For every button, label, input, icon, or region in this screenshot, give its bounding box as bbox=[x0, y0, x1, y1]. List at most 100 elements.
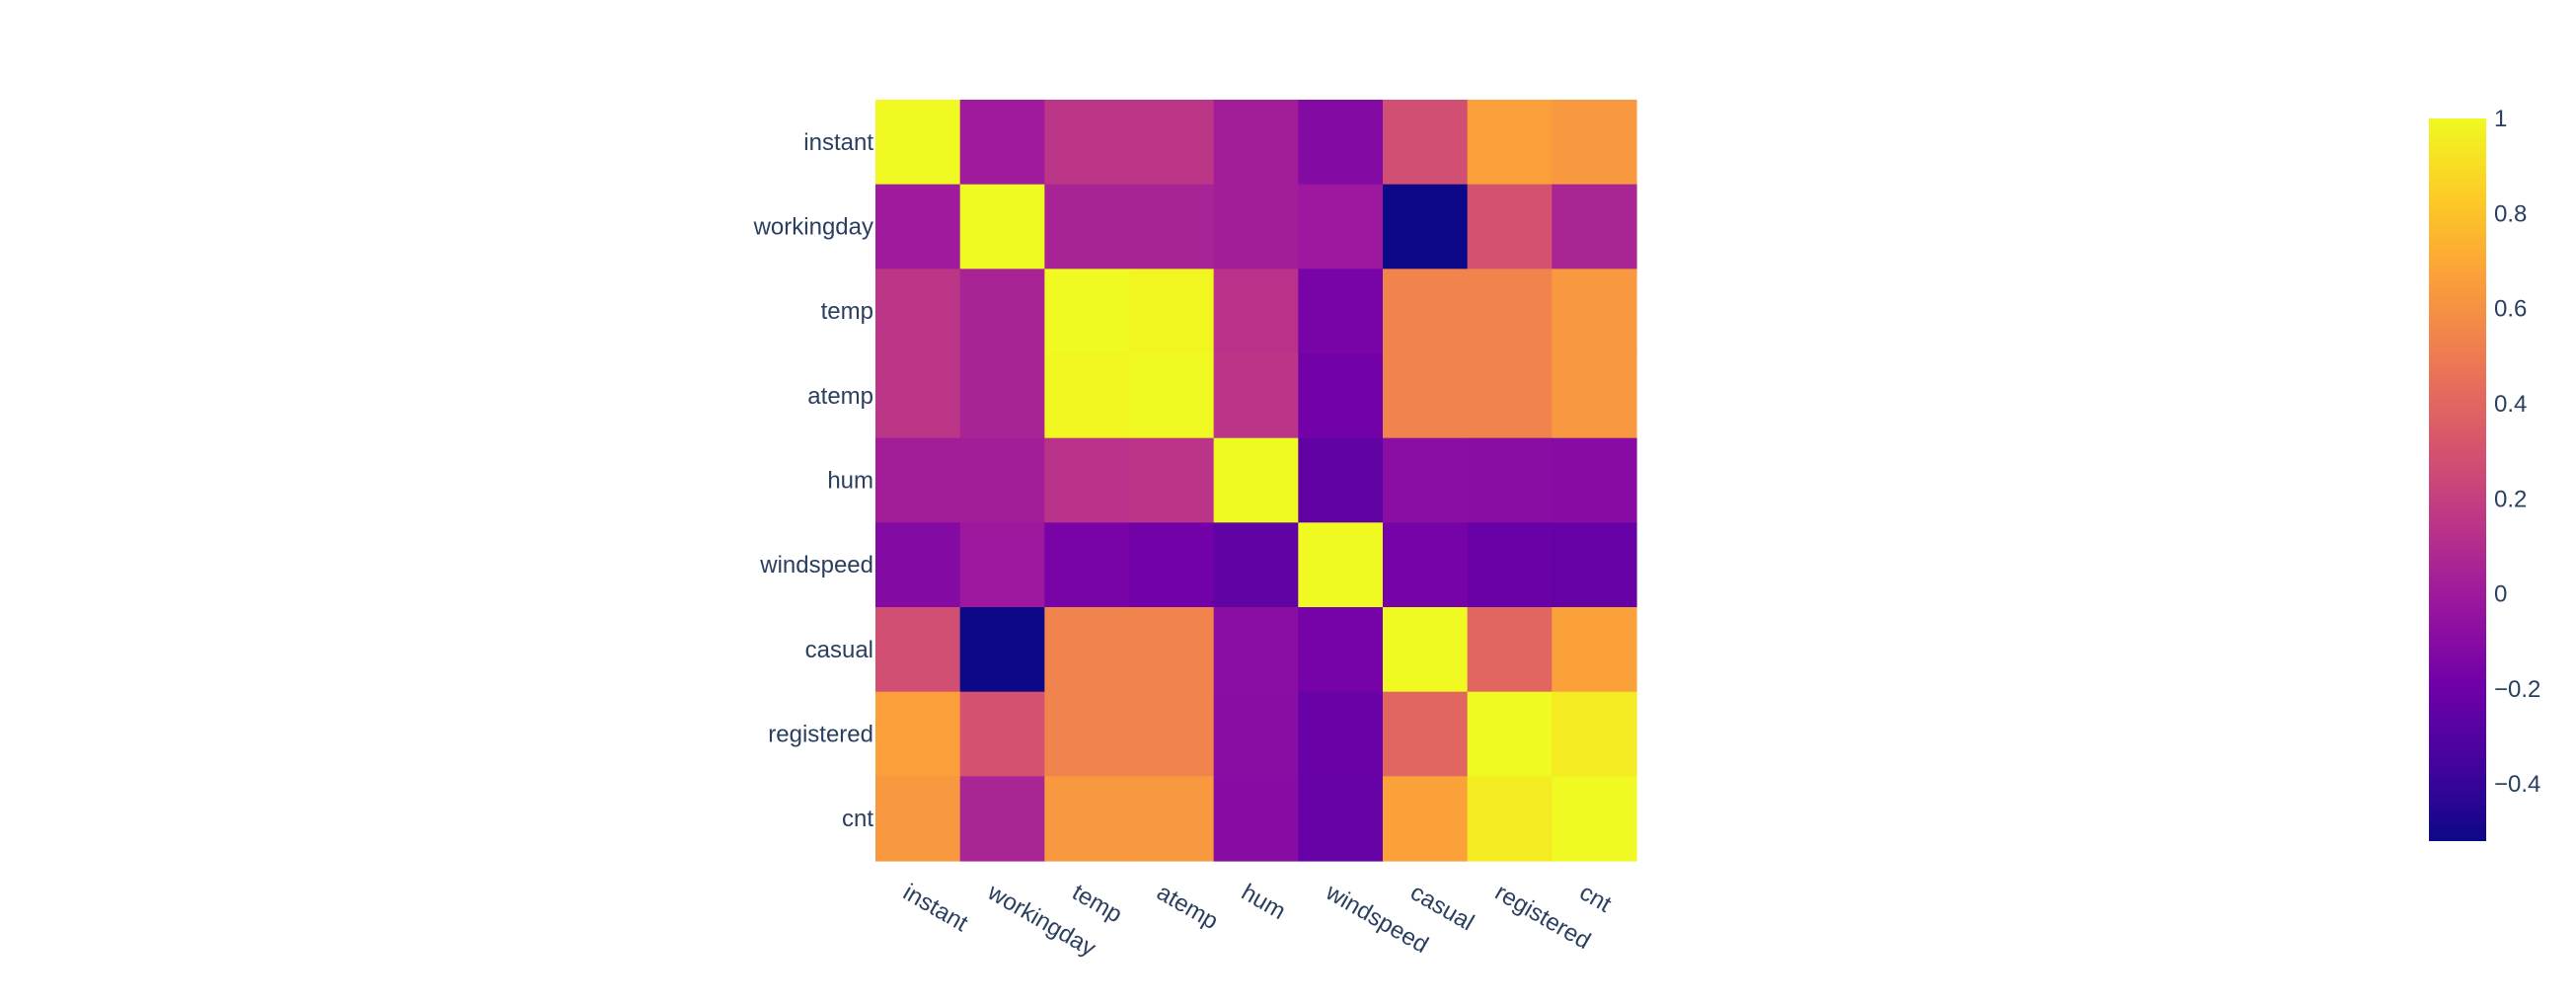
heatmap-cell-registered-atemp bbox=[1129, 691, 1215, 777]
heatmap-cell-temp-casual bbox=[1383, 269, 1469, 354]
y-tick-label: registered bbox=[768, 722, 873, 748]
heatmap-cell-windspeed-casual bbox=[1383, 522, 1469, 608]
heatmap-cell-cnt-casual bbox=[1383, 776, 1469, 862]
y-tick-label: atemp bbox=[807, 383, 873, 410]
heatmap-cell-casual-instant bbox=[875, 607, 961, 693]
heatmap-cell-instant-windspeed bbox=[1298, 100, 1384, 186]
heatmap-cell-casual-registered bbox=[1467, 607, 1553, 693]
heatmap-cell-workingday-atemp bbox=[1129, 184, 1215, 270]
heatmap-cell-windspeed-hum bbox=[1213, 522, 1299, 608]
heatmap-cell-casual-atemp bbox=[1129, 607, 1215, 693]
heatmap-cell-instant-atemp bbox=[1129, 100, 1215, 186]
y-tick-label: casual bbox=[805, 637, 873, 663]
colorbar-tick-label: 0.2 bbox=[2494, 486, 2527, 512]
heatmap-cell-instant-casual bbox=[1383, 100, 1469, 186]
heatmap-cell-hum-registered bbox=[1467, 437, 1553, 523]
heatmap-cell-hum-windspeed bbox=[1298, 437, 1384, 523]
heatmap-cell-hum-casual bbox=[1383, 437, 1469, 523]
heatmap-cell-registered-hum bbox=[1213, 691, 1299, 777]
y-tick-label: instant bbox=[803, 129, 873, 156]
colorbar-tick-label: 0.4 bbox=[2494, 391, 2527, 418]
heatmap-cell-registered-instant bbox=[875, 691, 961, 777]
heatmap-cell-cnt-temp bbox=[1044, 776, 1130, 862]
colorbar-tick-label: −0.4 bbox=[2494, 771, 2540, 798]
heatmap-cell-instant-instant bbox=[875, 100, 961, 186]
heatmap-cell-instant-workingday bbox=[959, 100, 1045, 186]
heatmap-cell-registered-cnt bbox=[1552, 691, 1637, 777]
heatmap-cell-windspeed-atemp bbox=[1129, 522, 1215, 608]
heatmap-cell-temp-instant bbox=[875, 269, 961, 354]
colorbar: 1 0.8 0.6 0.4 0.2 0 −0.2 −0.4 bbox=[2429, 106, 2540, 841]
heatmap-cell-windspeed-instant bbox=[875, 522, 961, 608]
heatmap-cell-casual-workingday bbox=[959, 607, 1045, 693]
heatmap-cell-atemp-registered bbox=[1467, 353, 1553, 439]
heatmap-cell-atemp-instant bbox=[875, 353, 961, 439]
heatmap-cell-hum-temp bbox=[1044, 437, 1130, 523]
heatmap-cell-workingday-registered bbox=[1467, 184, 1553, 270]
heatmap-cell-cnt-windspeed bbox=[1298, 776, 1384, 862]
x-tick-label: temp bbox=[1068, 879, 1127, 928]
heatmap-cell-instant-cnt bbox=[1552, 100, 1637, 186]
heatmap-cell-windspeed-registered bbox=[1467, 522, 1553, 608]
y-tick-label: temp bbox=[821, 298, 873, 325]
heatmap-cell-temp-cnt bbox=[1552, 269, 1637, 354]
heatmap-cell-temp-atemp bbox=[1129, 269, 1215, 354]
heatmap-cell-casual-casual bbox=[1383, 607, 1469, 693]
heatmap-cell-atemp-casual bbox=[1383, 353, 1469, 439]
x-tick-label: hum bbox=[1237, 879, 1290, 925]
colorbar-tick-label: 1 bbox=[2494, 106, 2507, 132]
heatmap-cell-cnt-atemp bbox=[1129, 776, 1215, 862]
heatmap-cell-hum-workingday bbox=[959, 437, 1045, 523]
colorbar-tick-labels: 1 0.8 0.6 0.4 0.2 0 −0.2 −0.4 bbox=[2494, 106, 2540, 798]
heatmap-cell-registered-workingday bbox=[959, 691, 1045, 777]
x-tick-label: instant bbox=[898, 879, 972, 937]
heatmap-cell-workingday-instant bbox=[875, 184, 961, 270]
heatmap-cell-workingday-hum bbox=[1213, 184, 1299, 270]
heatmap-cell-registered-windspeed bbox=[1298, 691, 1384, 777]
x-tick-label: registered bbox=[1490, 879, 1595, 955]
heatmap-cell-instant-registered bbox=[1467, 100, 1553, 186]
heatmap-cells bbox=[875, 100, 1637, 862]
heatmap-cell-windspeed-cnt bbox=[1552, 522, 1637, 608]
heatmap-cell-atemp-cnt bbox=[1552, 353, 1637, 439]
heatmap-cell-workingday-workingday bbox=[959, 184, 1045, 270]
heatmap-cell-atemp-temp bbox=[1044, 353, 1130, 439]
heatmap-cell-instant-temp bbox=[1044, 100, 1130, 186]
heatmap-cell-registered-registered bbox=[1467, 691, 1553, 777]
x-tick-label: atemp bbox=[1152, 879, 1222, 935]
heatmap-cell-cnt-hum bbox=[1213, 776, 1299, 862]
heatmap-cell-hum-hum bbox=[1213, 437, 1299, 523]
heatmap-cell-temp-hum bbox=[1213, 269, 1299, 354]
heatmap-cell-temp-windspeed bbox=[1298, 269, 1384, 354]
heatmap-cell-casual-cnt bbox=[1552, 607, 1637, 693]
y-tick-label: hum bbox=[827, 468, 873, 495]
y-tick-label: windspeed bbox=[759, 552, 873, 579]
heatmap-cell-atemp-atemp bbox=[1129, 353, 1215, 439]
heatmap-cell-hum-cnt bbox=[1552, 437, 1637, 523]
heatmap-cell-windspeed-workingday bbox=[959, 522, 1045, 608]
heatmap-cell-workingday-windspeed bbox=[1298, 184, 1384, 270]
y-axis-tick-labels: instant workingday temp atemp hum windspeed ca… bbox=[753, 129, 874, 832]
heatmap-cell-cnt-workingday bbox=[959, 776, 1045, 862]
heatmap-cell-casual-windspeed bbox=[1298, 607, 1384, 693]
colorbar-gradient bbox=[2429, 118, 2486, 841]
heatmap-cell-atemp-workingday bbox=[959, 353, 1045, 439]
heatmap-cell-casual-hum bbox=[1213, 607, 1299, 693]
heatmap-cell-cnt-instant bbox=[875, 776, 961, 862]
colorbar-tick-label: 0 bbox=[2494, 581, 2507, 608]
heatmap-cell-temp-temp bbox=[1044, 269, 1130, 354]
heatmap-cell-registered-temp bbox=[1044, 691, 1130, 777]
heatmap-cell-hum-instant bbox=[875, 437, 961, 523]
heatmap-cell-atemp-windspeed bbox=[1298, 353, 1384, 439]
heatmap-cell-workingday-cnt bbox=[1552, 184, 1637, 270]
heatmap-cell-windspeed-windspeed bbox=[1298, 522, 1384, 608]
y-tick-label: cnt bbox=[842, 806, 873, 832]
colorbar-tick-label: 0.6 bbox=[2494, 296, 2527, 323]
x-tick-label: cnt bbox=[1575, 879, 1617, 918]
heatmap-cell-atemp-hum bbox=[1213, 353, 1299, 439]
heatmap-cell-registered-casual bbox=[1383, 691, 1469, 777]
y-tick-label: workingday bbox=[753, 214, 873, 241]
colorbar-tick-label: 0.8 bbox=[2494, 200, 2527, 227]
